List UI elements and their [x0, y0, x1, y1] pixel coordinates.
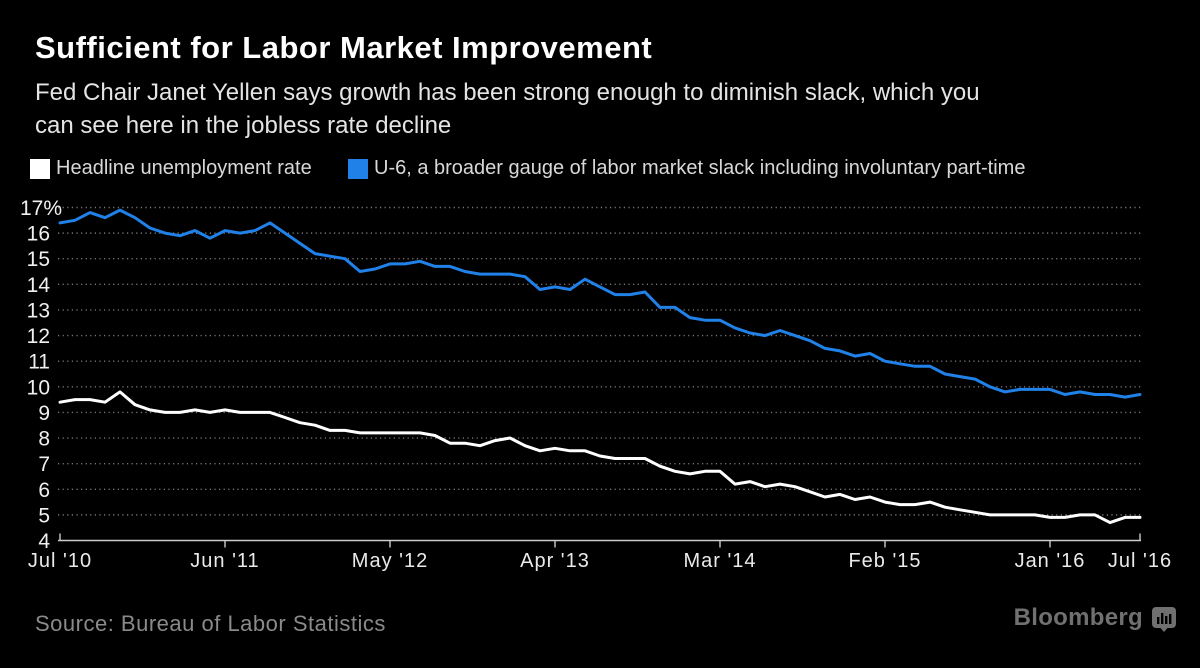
y-tick-label: 15	[27, 248, 50, 271]
legend-label-headline: Headline unemployment rate	[56, 157, 312, 179]
x-tick-label: Jul '10	[28, 550, 92, 572]
bloomberg-logo: Bloomberg	[1014, 604, 1178, 632]
x-tick-label: Apr '13	[520, 550, 590, 572]
y-tick-label: 7	[38, 453, 50, 476]
y-tick-label: 17%	[20, 197, 62, 220]
bloomberg-chart-bubble-icon	[1152, 606, 1176, 632]
legend-item-u6: U-6, a broader gauge of labor market sla…	[348, 157, 1025, 180]
y-tick-label: 4	[38, 530, 50, 553]
y-tick-label: 9	[38, 402, 50, 425]
x-tick-label: May '12	[352, 550, 428, 572]
y-tick-label: 11	[28, 351, 50, 374]
y-tick-label: 5	[38, 504, 50, 527]
x-tick-label: Mar '14	[683, 550, 756, 572]
y-tick-label: 8	[38, 428, 50, 451]
page-title: Sufficient for Labor Market Improvement	[35, 30, 653, 65]
subtitle-line-1: Fed Chair Janet Yellen says growth has b…	[35, 79, 980, 106]
series-line-u6-rate	[58, 208, 1142, 399]
x-tick-label: Jul '16	[1108, 550, 1172, 572]
y-tick-label: 6	[38, 479, 50, 502]
y-tick-label: 10	[27, 376, 50, 399]
subtitle-line-2: can see here in the jobless rate decline	[35, 112, 452, 139]
source-text: Source: Bureau of Labor Statistics	[35, 611, 386, 636]
series-line-headline-unemployment	[58, 390, 1142, 525]
x-tick-label: Feb '15	[848, 550, 921, 572]
legend-swatch-blue	[348, 158, 368, 179]
legend-label-u6: U-6, a broader gauge of labor market sla…	[374, 157, 1026, 179]
y-tick-label: 16	[27, 223, 50, 246]
y-tick-label: 13	[27, 299, 50, 322]
bloomberg-wordmark: Bloomberg	[1013, 604, 1143, 631]
legend-item-headline: Headline unemployment rate	[30, 157, 312, 180]
x-tick-label: Jan '16	[1015, 550, 1086, 572]
y-tick-label: 12	[27, 325, 50, 348]
y-tick-label: 14	[27, 274, 51, 297]
legend-swatch-white	[30, 158, 50, 179]
x-tick-label: Jun '11	[190, 550, 259, 572]
chart-subtitle: Fed Chair Janet Yellen says growth has b…	[35, 76, 980, 142]
